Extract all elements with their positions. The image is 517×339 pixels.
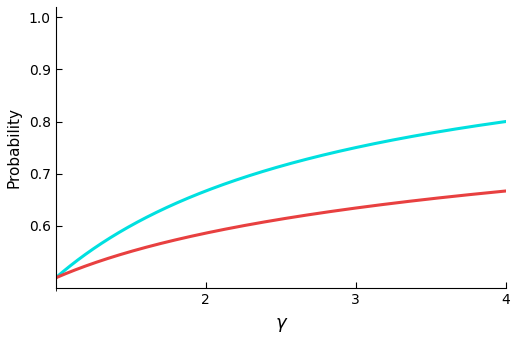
Y-axis label: Probability: Probability: [7, 107, 22, 188]
X-axis label: γ: γ: [276, 314, 286, 332]
